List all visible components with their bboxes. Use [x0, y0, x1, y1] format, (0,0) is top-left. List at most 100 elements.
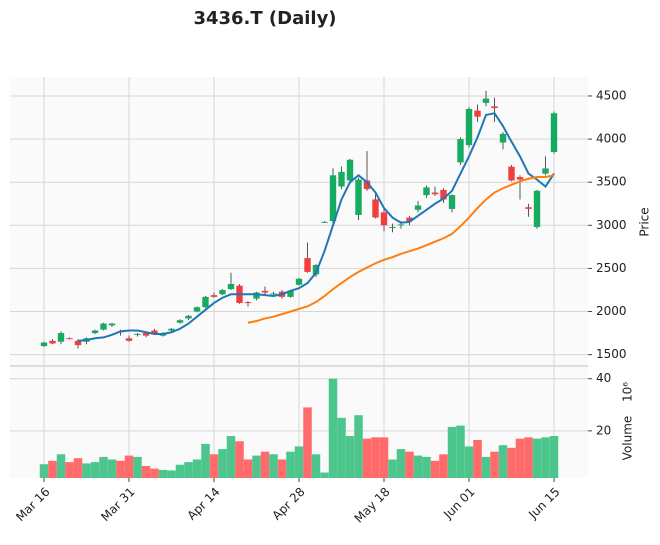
volume-bar [413, 455, 423, 478]
volume-bar [541, 437, 550, 478]
candle-body [74, 340, 82, 346]
volume-bar [498, 445, 508, 478]
candle-body [355, 179, 362, 215]
candle-body [134, 333, 141, 335]
candle-body [125, 338, 133, 341]
volume-bar [56, 454, 66, 478]
chart-title: 3436.T (Daily) [193, 8, 336, 29]
x-tick-label: Mar 16 [13, 485, 52, 524]
candle-body [448, 195, 456, 209]
y-tick-label: 3000 [596, 218, 627, 232]
candle-body [304, 258, 311, 272]
volume-bar [311, 454, 321, 478]
candle-body [346, 159, 354, 181]
volume-bar [124, 455, 134, 478]
y-tick-label: 3500 [596, 175, 627, 189]
volume-bar [422, 456, 431, 478]
volume-bar [99, 456, 108, 478]
x-tick-label: May 18 [352, 485, 393, 526]
volume-bar [82, 463, 91, 478]
moving-average-line [247, 174, 555, 324]
candle-body [91, 330, 99, 334]
y-tick-label: 2000 [596, 304, 627, 318]
candle-body [202, 296, 209, 308]
y-tick-label: 4500 [596, 88, 627, 102]
volume-bar [243, 459, 253, 478]
volume-bar [286, 451, 295, 478]
volume-bar [158, 469, 168, 478]
candle-body [142, 333, 150, 336]
candle-body [295, 278, 303, 285]
candle-body [389, 227, 396, 229]
volume-bar [294, 446, 304, 478]
candle-body [321, 221, 328, 223]
candle-body [457, 139, 464, 163]
moving-average-line [77, 112, 555, 342]
candle-body [372, 199, 379, 218]
volume-bar [345, 436, 355, 478]
candle-body [261, 290, 269, 293]
volume-bar [48, 460, 57, 478]
candle-body [482, 98, 490, 103]
volume-bar [490, 451, 499, 478]
volume-bar [209, 454, 219, 478]
volume-bar [337, 417, 346, 478]
candle-body [516, 177, 524, 180]
volume-bar [303, 407, 312, 478]
volume-bar [107, 459, 117, 478]
volume-bar [515, 438, 525, 478]
x-tick-label: Apr 28 [270, 485, 308, 523]
volume-bar [320, 472, 329, 478]
volume-bar [396, 449, 406, 478]
x-tick-label: Apr 14 [185, 485, 223, 523]
y-tick-label: 2500 [596, 261, 627, 275]
volume-bar [507, 447, 516, 478]
candle-body [108, 323, 116, 326]
candle-body [253, 292, 260, 299]
volume-bar [175, 464, 185, 478]
candle-body [423, 187, 430, 196]
candle-body [465, 108, 473, 146]
volume-bar [269, 454, 278, 478]
y-axis-label: Price [638, 207, 652, 236]
volume-bar [464, 446, 474, 478]
candle-body [363, 180, 371, 190]
volume-bar [379, 437, 389, 478]
volume-bar [39, 464, 49, 478]
volume-bar [456, 425, 465, 478]
candle-body [66, 338, 73, 340]
volume-bar [277, 459, 287, 478]
volume-bar [73, 458, 83, 478]
y-tick-label: 1500 [596, 347, 627, 361]
candle-body [312, 264, 320, 275]
volume-bar [447, 426, 457, 478]
volume-bar [388, 459, 397, 478]
candle-body [533, 190, 541, 228]
candle-body [193, 307, 201, 312]
volume-bar [524, 437, 533, 478]
volume-bar [184, 462, 193, 478]
candle-body [525, 207, 532, 209]
volume-bar [252, 455, 261, 478]
volume-bar [549, 436, 559, 478]
candle-body [270, 293, 277, 295]
candle-body [49, 340, 56, 344]
y-tick-label: 4000 [596, 132, 627, 146]
volume-bar [150, 468, 159, 478]
candle-body [397, 224, 405, 226]
candle-body [414, 205, 422, 210]
y2-axis-label: Volume [621, 416, 635, 461]
y2-tick-label: 20 [596, 423, 611, 437]
candle-body [338, 171, 345, 187]
candle-body [440, 189, 447, 200]
volume-bar [116, 460, 125, 478]
candle-body [40, 342, 48, 347]
x-tick-label: Jun 01 [440, 485, 477, 522]
volume-bar [141, 466, 151, 478]
volume-bar [362, 438, 372, 478]
candle-body [151, 330, 158, 334]
candle-body [57, 333, 65, 342]
candle-body [287, 290, 294, 297]
volume-bar [218, 449, 227, 478]
